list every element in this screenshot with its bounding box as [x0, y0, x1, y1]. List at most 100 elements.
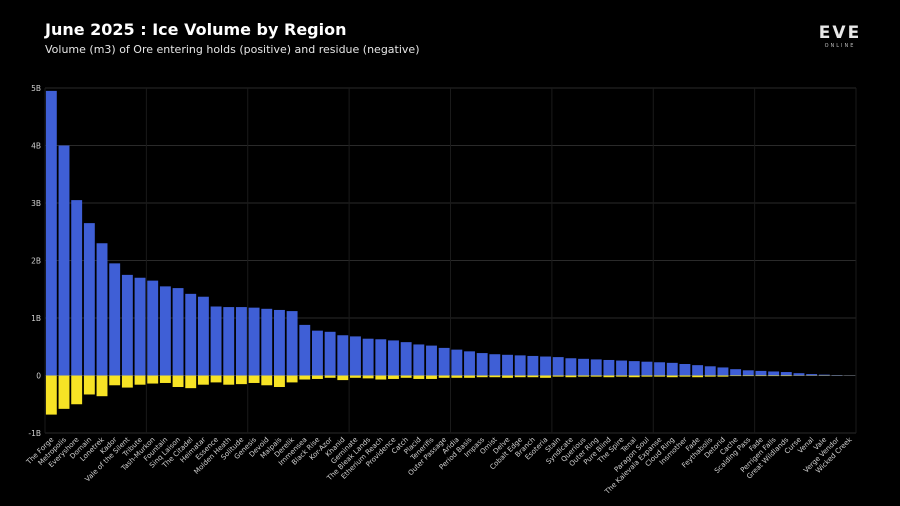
- bar-positive: [96, 243, 108, 376]
- bar-negative: [565, 375, 577, 378]
- bar-negative: [426, 375, 437, 379]
- bar-negative: [464, 375, 475, 378]
- bar-positive: [223, 307, 235, 376]
- bar-negative: [45, 375, 57, 415]
- bar-positive: [628, 361, 640, 376]
- bar-positive: [235, 307, 247, 376]
- bar-positive: [818, 374, 830, 376]
- bar-positive: [552, 357, 564, 376]
- chart-title: June 2025 : Ice Volume by Region: [45, 20, 347, 39]
- bar-positive: [134, 277, 146, 376]
- bar-positive: [755, 370, 767, 376]
- bar-positive: [590, 359, 602, 376]
- bar-positive: [704, 366, 716, 376]
- bar-positive: [641, 361, 653, 376]
- bar-positive: [426, 345, 437, 376]
- bar-positive: [45, 90, 57, 376]
- bar-positive: [324, 331, 336, 376]
- bar-negative: [147, 375, 159, 384]
- bar-negative: [83, 375, 95, 395]
- bar-negative: [324, 375, 336, 378]
- bar-positive: [350, 336, 361, 376]
- bar-positive: [679, 364, 691, 376]
- bar-positive: [248, 307, 260, 376]
- y-tick-label: 4B: [31, 142, 41, 151]
- bar-negative: [413, 375, 425, 379]
- bar-positive: [730, 369, 742, 376]
- bar-positive: [261, 308, 273, 376]
- bar-positive: [451, 349, 463, 376]
- bar-positive: [299, 324, 311, 376]
- logo-subtext: ONLINE: [825, 43, 856, 49]
- bar-positive: [654, 362, 666, 376]
- bar-positive: [489, 354, 501, 376]
- bar-negative: [197, 375, 209, 385]
- bar-negative: [704, 375, 716, 377]
- bar-negative: [362, 375, 374, 379]
- bar-positive: [438, 347, 450, 376]
- bar-negative: [273, 375, 285, 387]
- bar-negative: [299, 375, 311, 380]
- bar-negative: [375, 375, 387, 380]
- bar-positive: [540, 356, 551, 376]
- bar-positive: [197, 296, 209, 376]
- logo-text: EVE: [819, 23, 861, 43]
- bar-negative: [590, 375, 602, 377]
- bar-negative: [730, 375, 742, 377]
- chart-subtitle: Volume (m3) of Ore entering holds (posit…: [45, 43, 420, 56]
- bar-negative: [311, 375, 323, 379]
- y-tick-label: 2B: [31, 257, 41, 266]
- bar-positive: [565, 358, 577, 376]
- y-tick-label: 5B: [31, 84, 41, 93]
- bar-positive: [172, 288, 184, 376]
- bar-positive: [502, 354, 513, 376]
- bar-negative: [603, 375, 615, 378]
- bar-negative: [350, 375, 361, 378]
- bar-negative: [451, 375, 463, 378]
- bar-positive: [793, 373, 805, 376]
- bar-negative: [679, 375, 691, 377]
- bar-positive: [388, 340, 399, 376]
- bar-positive: [692, 365, 704, 376]
- bar-negative: [235, 375, 247, 385]
- bar-negative: [514, 375, 526, 378]
- bar-negative: [96, 375, 108, 397]
- bar-positive: [578, 358, 590, 376]
- bar-positive: [616, 360, 628, 376]
- bar-positive: [375, 339, 387, 376]
- bar-positive: [58, 145, 70, 376]
- bar-positive: [147, 280, 159, 376]
- bar-negative: [717, 375, 729, 377]
- bar-negative: [58, 375, 70, 409]
- bar-negative: [666, 375, 678, 378]
- bar-positive: [210, 306, 222, 376]
- bar-negative: [210, 375, 222, 383]
- y-tick-label: 3B: [31, 199, 41, 208]
- bar-negative: [286, 375, 298, 383]
- bar-negative: [248, 375, 260, 383]
- bar-negative: [654, 375, 666, 377]
- bar-negative: [692, 375, 704, 378]
- bar-positive: [185, 293, 197, 376]
- bar-negative: [388, 375, 399, 379]
- bar-positive: [71, 200, 83, 376]
- y-tick-label: 1B: [31, 314, 41, 323]
- bar-negative: [502, 375, 513, 378]
- bar-negative: [742, 375, 754, 377]
- bar-negative: [71, 375, 83, 405]
- bar-positive: [476, 353, 488, 376]
- bar-positive: [464, 351, 475, 376]
- bar-positive: [527, 355, 539, 376]
- eve-online-logo: EVE ONLINE: [819, 23, 861, 49]
- bar-positive: [514, 355, 526, 376]
- bar-negative: [780, 375, 792, 377]
- bar-positive: [362, 338, 374, 376]
- bar-positive: [273, 309, 285, 376]
- bar-negative: [489, 375, 501, 378]
- bar-positive: [603, 359, 615, 376]
- bar-positive: [311, 330, 323, 376]
- y-tick-label: -1B: [28, 429, 41, 438]
- bar-negative: [121, 375, 133, 388]
- bar-negative: [134, 375, 146, 385]
- bar-negative: [337, 375, 349, 381]
